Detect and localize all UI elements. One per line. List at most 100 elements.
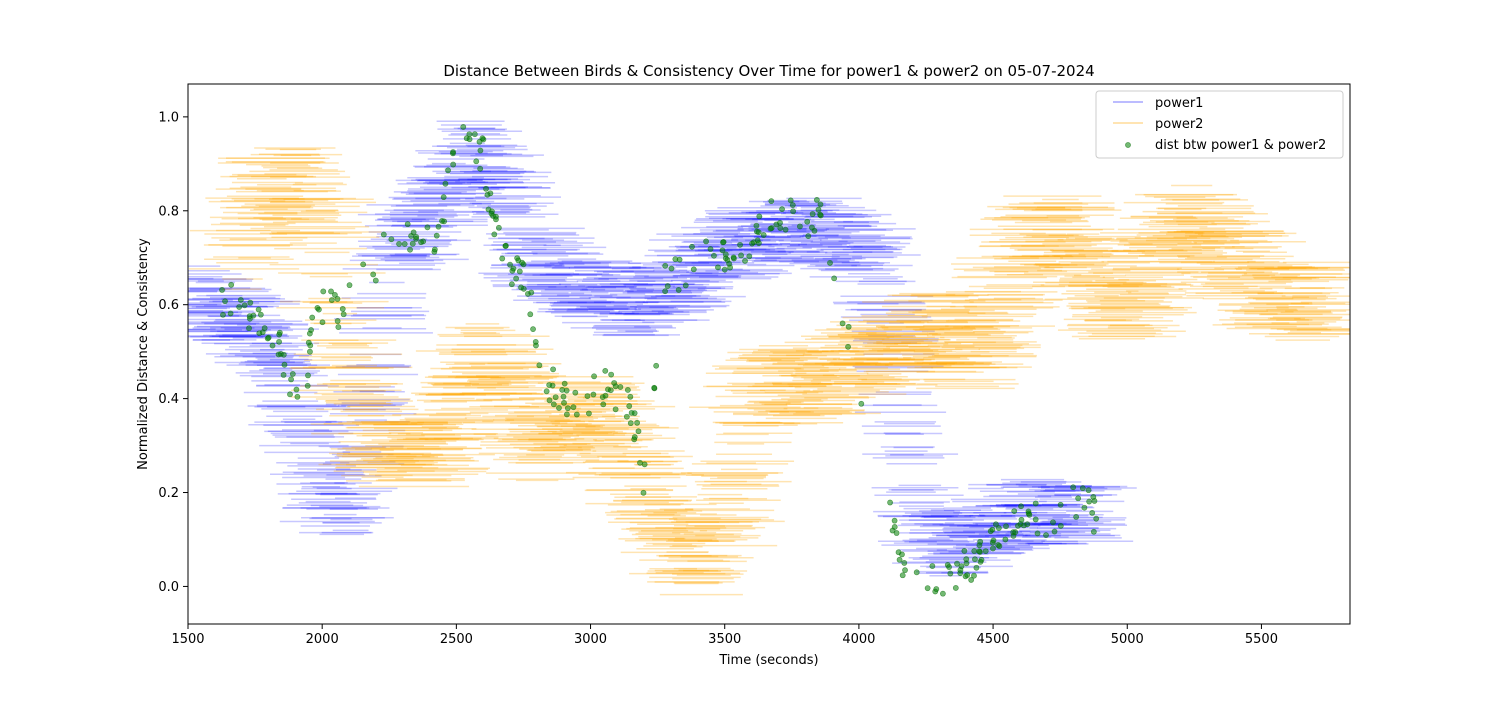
distance-point (442, 180, 449, 187)
distance-point (1011, 508, 1018, 515)
distance-point (1002, 536, 1009, 543)
distance-point (954, 560, 960, 567)
distance-point (804, 218, 811, 225)
distance-point (560, 393, 567, 400)
distance-point (477, 165, 484, 172)
series-distance-points (219, 124, 1100, 597)
distance-point (466, 131, 473, 138)
distance-point (409, 240, 416, 247)
distance-point (972, 556, 978, 563)
distance-point (623, 413, 630, 420)
distance-point (502, 242, 509, 249)
distance-point (564, 405, 571, 412)
distance-point (1090, 528, 1097, 535)
distance-point (256, 330, 263, 337)
distance-point (431, 246, 438, 253)
distance-point (493, 216, 499, 223)
distance-point (989, 539, 996, 546)
distance-point (584, 393, 591, 399)
distance-point (617, 384, 624, 390)
y-tick-label: 0.2 (158, 486, 179, 501)
distance-point (476, 138, 483, 145)
x-tick-label: 5000 (1111, 632, 1144, 647)
distance-point (815, 206, 822, 213)
distance-point (689, 243, 695, 250)
distance-point (602, 367, 609, 374)
distance-point (289, 371, 296, 377)
distance-point (1089, 510, 1096, 516)
distance-point (995, 525, 1002, 531)
distance-point (220, 311, 226, 318)
x-tick-label: 5500 (1245, 632, 1278, 647)
distance-point (1024, 521, 1031, 528)
distance-point (742, 258, 748, 264)
distance-point (305, 339, 312, 346)
distance-point (450, 161, 457, 168)
x-tick-label: 3500 (708, 632, 741, 647)
distance-point (380, 231, 387, 238)
distance-point (602, 392, 609, 399)
distance-point (982, 548, 989, 555)
distance-point (287, 391, 293, 398)
distance-point (605, 386, 611, 393)
distance-point (634, 419, 641, 426)
distance-point (787, 197, 794, 204)
distance-point (600, 401, 607, 408)
distance-point (305, 372, 311, 379)
distance-point (858, 400, 865, 407)
distance-point (635, 428, 642, 435)
distance-point (488, 210, 495, 217)
distance-point (753, 222, 760, 229)
distance-point (902, 567, 908, 574)
distance-point (418, 239, 424, 246)
distance-point (746, 253, 753, 260)
distance-point (550, 366, 557, 373)
distance-point (360, 261, 367, 268)
distance-point (913, 569, 920, 576)
distance-point (1079, 485, 1086, 492)
distance-point (247, 299, 254, 306)
distance-point (1025, 510, 1032, 517)
distance-point (445, 167, 451, 174)
distance-point (1086, 498, 1093, 505)
distance-point (471, 131, 478, 138)
legend-box (1095, 90, 1344, 159)
distance-point (328, 288, 334, 295)
y-axis: 0.0 0.2 0.4 0.6 0.8 1.0 (158, 110, 188, 595)
distance-point (889, 527, 896, 534)
distance-point (508, 281, 515, 288)
distance-point (809, 211, 816, 217)
distance-point (749, 240, 755, 247)
distance-point (477, 147, 484, 154)
distance-point (977, 538, 984, 545)
y-axis-label: Normalized Distance & Consistency (136, 238, 151, 470)
distance-point (346, 282, 353, 289)
series-power2 (189, 147, 1350, 596)
distance-point (516, 268, 523, 275)
distance-point (561, 400, 567, 406)
distance-point (307, 348, 313, 355)
distance-point (528, 289, 535, 296)
legend: power1 power2 dist btw power1 & power2 (1095, 90, 1344, 159)
distance-point (640, 489, 647, 496)
distance-point (483, 185, 489, 192)
distance-point (963, 556, 970, 563)
distance-point (730, 254, 737, 261)
distance-point (586, 410, 592, 417)
distance-point (1003, 523, 1009, 530)
distance-point (388, 236, 395, 243)
legend-label-distance: dist btw power1 & power2 (1155, 138, 1326, 153)
distance-point (304, 382, 311, 389)
legend-swatch-distance (1125, 142, 1131, 148)
distance-point (978, 556, 985, 563)
distance-point (968, 577, 975, 583)
distance-point (831, 275, 838, 282)
distance-point (612, 383, 619, 390)
distance-point (722, 251, 729, 258)
distance-point (439, 218, 445, 224)
distance-point (947, 570, 954, 577)
distance-point (777, 219, 783, 226)
distance-point (533, 342, 539, 349)
distance-point (280, 351, 287, 358)
distance-point (1081, 504, 1088, 511)
